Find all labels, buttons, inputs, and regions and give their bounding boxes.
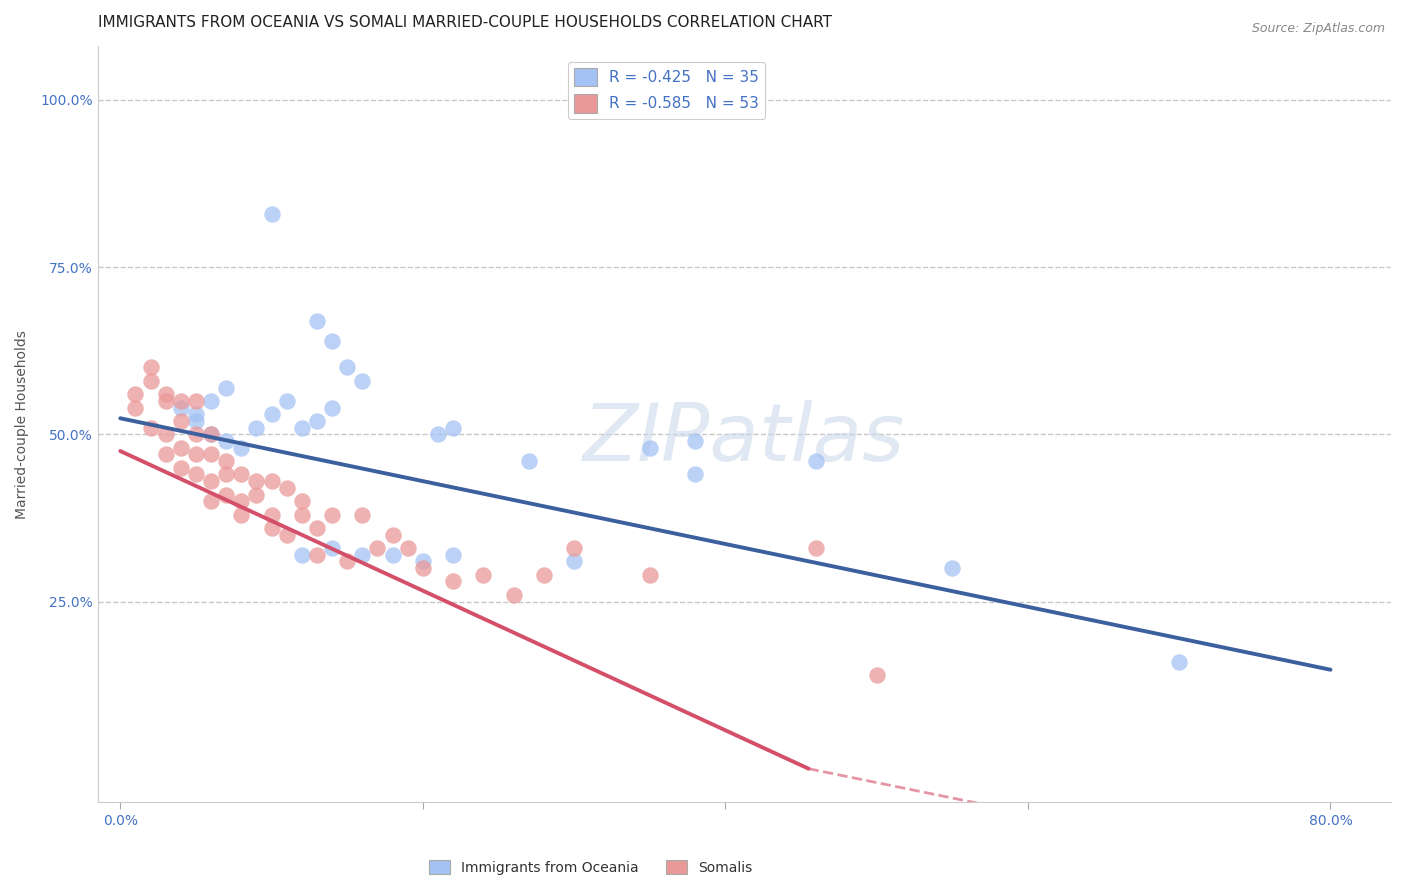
Point bbox=[215, 454, 238, 468]
Text: IMMIGRANTS FROM OCEANIA VS SOMALI MARRIED-COUPLE HOUSEHOLDS CORRELATION CHART: IMMIGRANTS FROM OCEANIA VS SOMALI MARRIE… bbox=[97, 15, 831, 30]
Point bbox=[683, 434, 706, 448]
Point bbox=[336, 554, 359, 568]
Point bbox=[215, 380, 238, 394]
Point bbox=[305, 521, 328, 535]
Point bbox=[276, 393, 298, 408]
Point bbox=[155, 447, 177, 461]
Point bbox=[184, 393, 207, 408]
Point bbox=[638, 441, 661, 455]
Point bbox=[291, 548, 314, 562]
Point bbox=[200, 393, 222, 408]
Point bbox=[517, 454, 540, 468]
Legend: R = -0.425   N = 35, R = -0.585   N = 53: R = -0.425 N = 35, R = -0.585 N = 53 bbox=[568, 62, 765, 119]
Point bbox=[260, 474, 283, 488]
Point bbox=[260, 521, 283, 535]
Point bbox=[941, 561, 963, 575]
Point bbox=[215, 434, 238, 448]
Point bbox=[215, 467, 238, 482]
Point bbox=[200, 447, 222, 461]
Point bbox=[381, 527, 404, 541]
Point bbox=[472, 567, 495, 582]
Point bbox=[305, 548, 328, 562]
Point bbox=[396, 541, 419, 555]
Point bbox=[291, 420, 314, 434]
Point bbox=[200, 427, 222, 442]
Point bbox=[231, 508, 253, 522]
Point bbox=[184, 467, 207, 482]
Point bbox=[804, 541, 827, 555]
Y-axis label: Married-couple Households: Married-couple Households bbox=[15, 330, 30, 519]
Point bbox=[184, 407, 207, 421]
Point bbox=[245, 474, 267, 488]
Point bbox=[155, 393, 177, 408]
Point bbox=[170, 393, 193, 408]
Point bbox=[276, 481, 298, 495]
Point bbox=[184, 427, 207, 442]
Point bbox=[139, 420, 162, 434]
Point bbox=[200, 427, 222, 442]
Point bbox=[245, 487, 267, 501]
Point bbox=[170, 441, 193, 455]
Point bbox=[502, 588, 524, 602]
Point bbox=[184, 414, 207, 428]
Point bbox=[321, 401, 343, 415]
Point bbox=[291, 494, 314, 508]
Point bbox=[200, 474, 222, 488]
Point bbox=[124, 387, 146, 401]
Point bbox=[562, 554, 585, 568]
Point bbox=[231, 467, 253, 482]
Point bbox=[305, 313, 328, 327]
Point bbox=[441, 574, 464, 589]
Point bbox=[352, 508, 374, 522]
Point bbox=[866, 668, 889, 682]
Point bbox=[804, 454, 827, 468]
Point bbox=[352, 374, 374, 388]
Point bbox=[200, 494, 222, 508]
Point bbox=[155, 427, 177, 442]
Point bbox=[231, 494, 253, 508]
Point bbox=[155, 387, 177, 401]
Point bbox=[638, 567, 661, 582]
Point bbox=[305, 414, 328, 428]
Point bbox=[184, 447, 207, 461]
Point bbox=[683, 467, 706, 482]
Point bbox=[1168, 655, 1191, 669]
Point bbox=[352, 548, 374, 562]
Point bbox=[170, 460, 193, 475]
Legend: Immigrants from Oceania, Somalis: Immigrants from Oceania, Somalis bbox=[423, 855, 758, 880]
Point bbox=[170, 401, 193, 415]
Point bbox=[336, 360, 359, 375]
Point bbox=[441, 548, 464, 562]
Point bbox=[321, 541, 343, 555]
Point bbox=[366, 541, 388, 555]
Point bbox=[412, 554, 434, 568]
Point bbox=[412, 561, 434, 575]
Point bbox=[260, 206, 283, 220]
Point bbox=[321, 508, 343, 522]
Point bbox=[124, 401, 146, 415]
Point bbox=[260, 407, 283, 421]
Point bbox=[381, 548, 404, 562]
Text: Source: ZipAtlas.com: Source: ZipAtlas.com bbox=[1251, 22, 1385, 36]
Point bbox=[291, 508, 314, 522]
Point bbox=[260, 508, 283, 522]
Text: ZIPatlas: ZIPatlas bbox=[583, 401, 905, 478]
Point bbox=[426, 427, 449, 442]
Point bbox=[276, 527, 298, 541]
Point bbox=[170, 414, 193, 428]
Point bbox=[215, 487, 238, 501]
Point bbox=[562, 541, 585, 555]
Point bbox=[139, 374, 162, 388]
Point bbox=[231, 441, 253, 455]
Point bbox=[321, 334, 343, 348]
Point bbox=[533, 567, 555, 582]
Point bbox=[245, 420, 267, 434]
Point bbox=[139, 360, 162, 375]
Point bbox=[441, 420, 464, 434]
